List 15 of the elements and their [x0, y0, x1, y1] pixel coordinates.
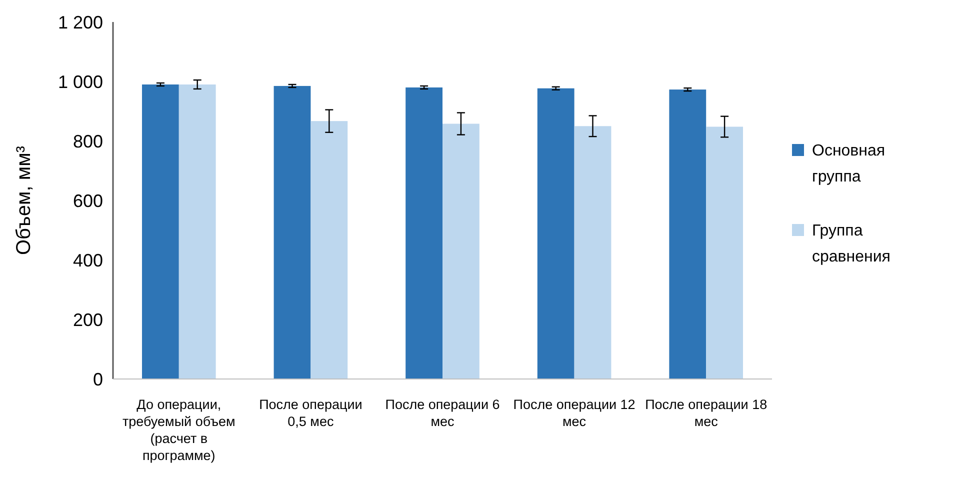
y-tick-label: 1 200: [58, 12, 103, 32]
x-tick-label: После операции 6 мес: [385, 397, 500, 429]
x-tick-label: После операции 18 мес: [645, 397, 768, 429]
y-axis-title: Объем, мм³: [13, 146, 35, 255]
x-tick-label: После операции 0,5 мес: [259, 397, 362, 429]
y-tick-label: 400: [72, 250, 103, 270]
legend-label: Основная группа: [812, 142, 886, 186]
x-tick-label: До операции, требуемый объем (расчет в программе): [122, 397, 236, 463]
x-tick-label: После операции 12 мес: [513, 397, 636, 429]
legend-label: Группа сравнения: [812, 222, 890, 266]
y-tick-label: 200: [72, 310, 103, 330]
y-tick-label: 600: [72, 190, 103, 211]
y-tick-label: 1 000: [58, 72, 103, 92]
y-tick-label: 800: [72, 131, 103, 152]
y-tick-label: 0: [92, 369, 103, 390]
